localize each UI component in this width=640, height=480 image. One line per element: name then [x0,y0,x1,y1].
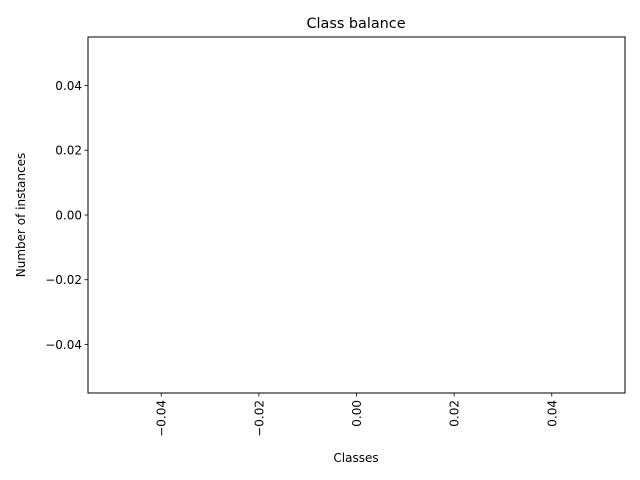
chart-title: Class balance [306,16,405,32]
x-tick-label: 0.02 [448,400,462,427]
y-tick-label: −0.02 [45,273,82,287]
x-tick-label: 0.00 [350,400,364,427]
x-tick-label: −0.04 [155,400,169,437]
y-tick-label: −0.04 [45,338,82,352]
x-tick-label: 0.04 [545,400,559,427]
y-axis-ticks: −0.04 −0.02 0.00 0.02 0.04 [45,79,88,352]
x-tick-label: −0.02 [252,400,266,437]
x-axis-label: Classes [333,451,378,465]
y-tick-label: 0.04 [55,79,82,93]
y-tick-label: 0.02 [55,144,82,158]
y-tick-label: 0.00 [55,208,82,222]
plot-area: −0.04 −0.02 0.00 0.02 0.04 −0.04 −0.02 0.00 0.0… [45,36,626,437]
x-axis-ticks: −0.04 −0.02 0.00 0.02 0.04 [155,393,559,437]
y-axis-label: Number of instances [14,153,28,278]
